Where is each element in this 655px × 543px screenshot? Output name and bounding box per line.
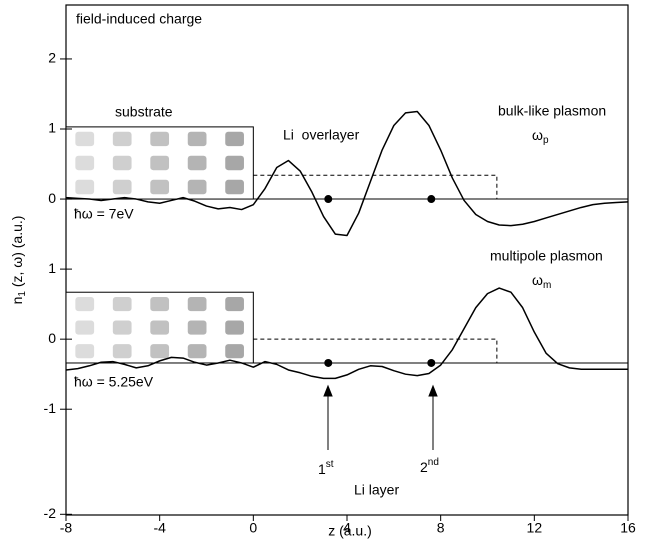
substrate-atom — [112, 344, 132, 359]
substrate-atom — [187, 131, 207, 147]
substrate-atom — [150, 155, 170, 171]
substrate-atom — [187, 344, 207, 359]
substrate-atom — [112, 320, 132, 335]
subscript: p — [543, 135, 549, 146]
x-tick-label: 16 — [620, 520, 636, 536]
annotation: ωp — [532, 127, 549, 146]
substrate-atom — [112, 155, 132, 171]
annotation: field-induced charge — [76, 11, 202, 27]
substrate-atom — [225, 131, 244, 147]
substrate-atom — [225, 296, 244, 312]
annotation: Li layer — [354, 482, 399, 498]
x-tick-label: -8 — [60, 520, 73, 536]
substrate-atom — [187, 155, 207, 171]
substrate-atom — [225, 155, 244, 171]
substrate-atom — [225, 179, 244, 195]
atom — [324, 358, 333, 367]
overlayer-box — [253, 338, 498, 363]
superscript: nd — [428, 457, 439, 468]
curve — [65, 287, 628, 380]
substrate-atom — [75, 179, 95, 195]
substrate-atom — [75, 131, 95, 147]
x-axis-label: z (a.u.) — [328, 523, 372, 539]
substrate-atom — [150, 296, 170, 312]
symbol: n — [9, 297, 25, 305]
curve — [65, 110, 629, 237]
x-tick-label: 4 — [343, 520, 351, 536]
arrow-head — [428, 384, 438, 397]
x-tick-label: 0 — [249, 520, 257, 536]
superscript: st — [326, 459, 334, 470]
substrate-atom — [75, 344, 95, 359]
y-tick-label: -2 — [44, 505, 57, 521]
atom — [427, 195, 436, 204]
substrate-atom — [75, 296, 95, 312]
annotation: ωm — [532, 272, 551, 291]
substrate-atom — [150, 179, 170, 195]
symbol: ω — [532, 127, 543, 143]
substrate-atom — [187, 296, 207, 312]
substrate-atom — [150, 320, 170, 335]
annotation: 2nd — [420, 457, 439, 475]
label-rest: (z, ω) (a.u.) — [9, 216, 25, 292]
annotation: Li overlayer — [283, 127, 360, 143]
annotation: substrate — [115, 104, 173, 120]
overlayer-box — [253, 174, 498, 200]
annotation: multipole plasmon — [490, 248, 603, 264]
atom — [427, 358, 436, 367]
substrate-atom — [225, 320, 244, 335]
substrate-atom — [75, 155, 95, 171]
y-axis-label: n1 (z, ω) (a.u.) — [9, 216, 28, 305]
y-tick-label: 0 — [48, 330, 56, 346]
y-tick-label: 1 — [48, 120, 56, 136]
ordinal: 2 — [420, 459, 428, 475]
x-tick-label: 12 — [527, 520, 543, 536]
substrate-atom — [187, 179, 207, 195]
substrate-atom — [112, 131, 132, 147]
x-tick-label: 8 — [437, 520, 445, 536]
subscript: m — [543, 280, 551, 291]
arrows — [323, 384, 438, 450]
annotation: bulk-like plasmon — [498, 103, 606, 119]
substrate-atom — [112, 296, 132, 312]
substrate-atom — [112, 179, 132, 195]
y-tick-label: 1 — [48, 260, 56, 276]
substrate-atom — [150, 131, 170, 147]
annotation: 1st — [318, 459, 334, 477]
substrate-atom — [225, 344, 244, 359]
y-tick-label: 0 — [48, 190, 56, 206]
annotation: ħω = 5.25eV — [74, 374, 154, 390]
substrate-atom — [187, 320, 207, 335]
symbol: ω — [532, 272, 543, 288]
subscript: 1 — [17, 291, 28, 297]
x-tick-label: -4 — [153, 520, 166, 536]
arrow-head — [323, 384, 333, 397]
annotation: ħω = 7eV — [74, 206, 134, 222]
substrate-atom — [150, 344, 170, 359]
ordinal: 1 — [318, 461, 326, 477]
atom — [324, 195, 333, 204]
y-tick-label: -1 — [44, 400, 57, 416]
substrate-atom — [75, 320, 95, 335]
y-tick-label: 2 — [48, 50, 56, 66]
